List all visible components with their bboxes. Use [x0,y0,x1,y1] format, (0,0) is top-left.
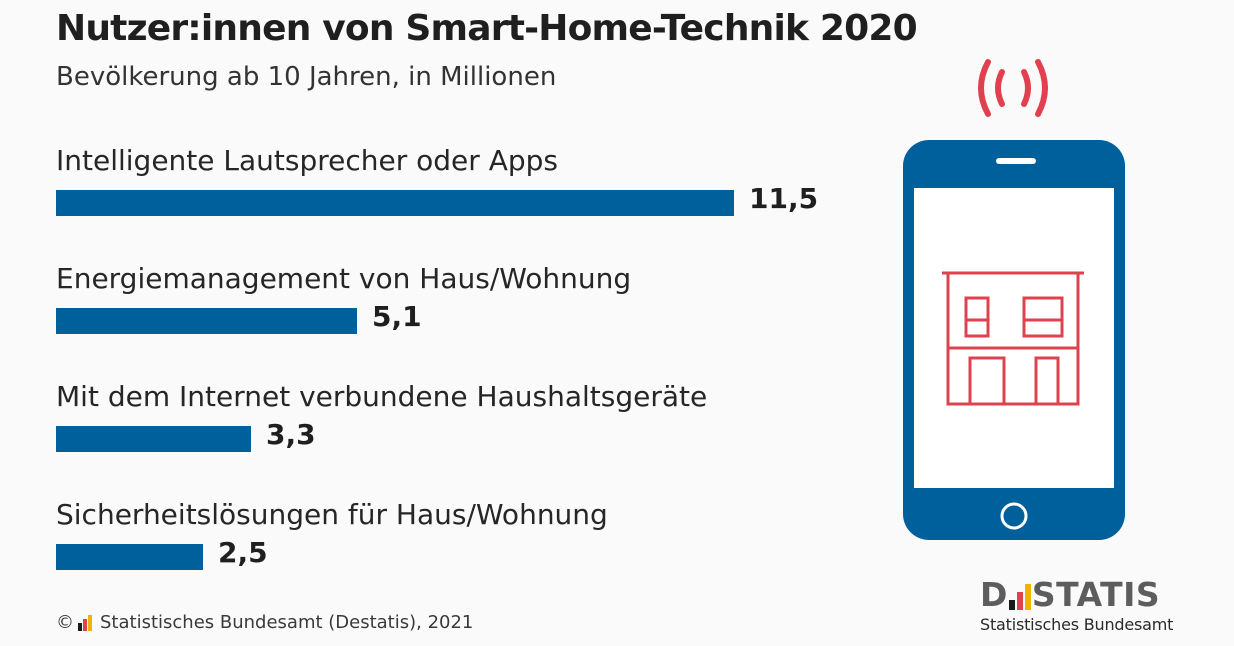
destatis-wordmark: D STATIS [980,578,1180,612]
destatis-mini-logo-icon [78,614,96,631]
destatis-logo: D STATIS Statistisches Bundesamt [980,578,1180,635]
source-footer: © Statistisches Bundesamt (Destatis), 20… [56,612,473,633]
bar [56,544,203,570]
logo-subline: Statistisches Bundesamt [980,615,1174,634]
chart-title: Nutzer:innen von Smart-Home-Technik 2020 [56,8,918,49]
logo-text-statis: STATIS [1031,575,1161,614]
bar [56,308,357,334]
value-label: 11,5 [749,182,819,215]
smartphone-icon [903,59,1125,540]
chart-subtitle: Bevölkerung ab 10 Jahren, in Millionen [56,62,557,92]
destatis-bars-icon [1008,584,1031,610]
copyright-symbol: © [56,612,74,633]
bar [56,190,734,216]
logo-text-d: D [980,575,1008,614]
category-label: Sicherheitslösungen für Haus/Wohnung [56,498,608,531]
category-label: Mit dem Internet verbundene Haushaltsger… [56,380,708,413]
bar [56,426,251,452]
category-label: Intelligente Lautsprecher oder Apps [56,144,558,177]
value-label: 5,1 [372,300,422,333]
value-label: 3,3 [266,418,316,451]
phone-home-button [1000,502,1028,530]
signal-waves-icon [978,59,1048,117]
house-icon [942,271,1084,406]
phone-speaker [996,158,1036,164]
phone-screen [914,188,1114,488]
category-label: Energiemanagement von Haus/Wohnung [56,262,632,295]
source-text: Statistisches Bundesamt (Destatis), 2021 [100,612,474,633]
value-label: 2,5 [218,536,268,569]
